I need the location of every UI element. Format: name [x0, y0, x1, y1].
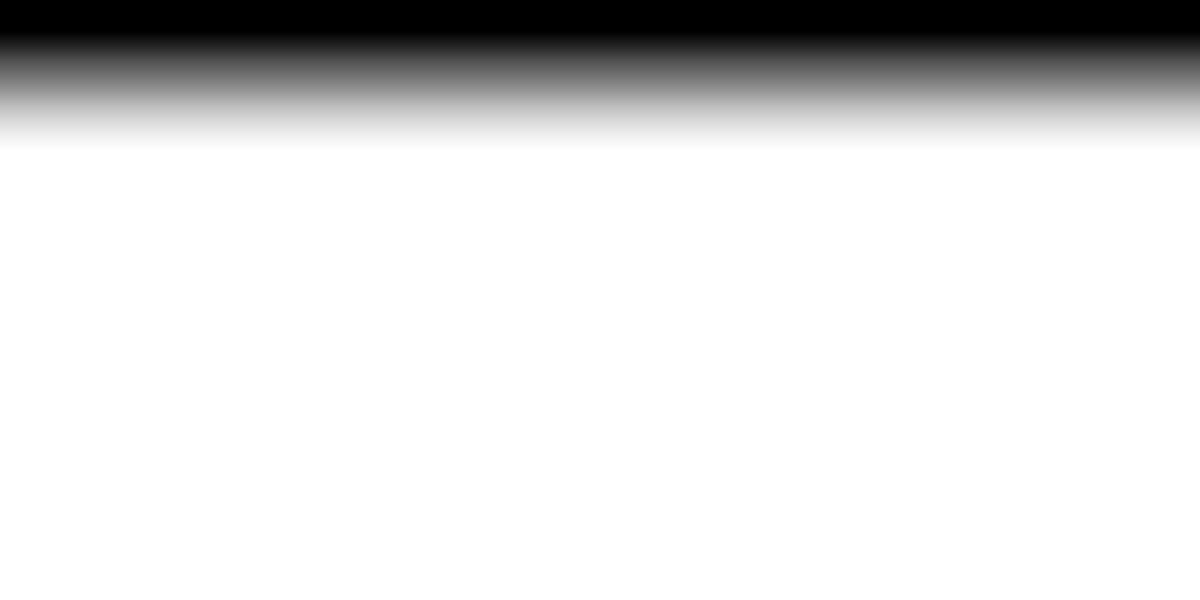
Bar [630, 395, 695, 480]
Bar [428, 278, 493, 480]
Bar [767, 271, 832, 480]
Bar [565, 416, 630, 480]
Bar [832, 196, 896, 480]
Bar [227, 232, 292, 480]
Y-axis label: Market Size in USD Billion: Market Size in USD Billion [70, 187, 85, 383]
Legend: 2023, 2032: 2023, 2032 [830, 47, 1040, 82]
Bar [968, 423, 1033, 480]
Text: 5.65: 5.65 [175, 261, 214, 276]
Bar [162, 280, 227, 480]
Text: Specialty Pulp And Paper Chemical Market, By Regional, 2023 & 2032: Specialty Pulp And Paper Chemical Market… [96, 45, 1016, 71]
Bar [1033, 402, 1098, 480]
Bar [364, 328, 428, 480]
